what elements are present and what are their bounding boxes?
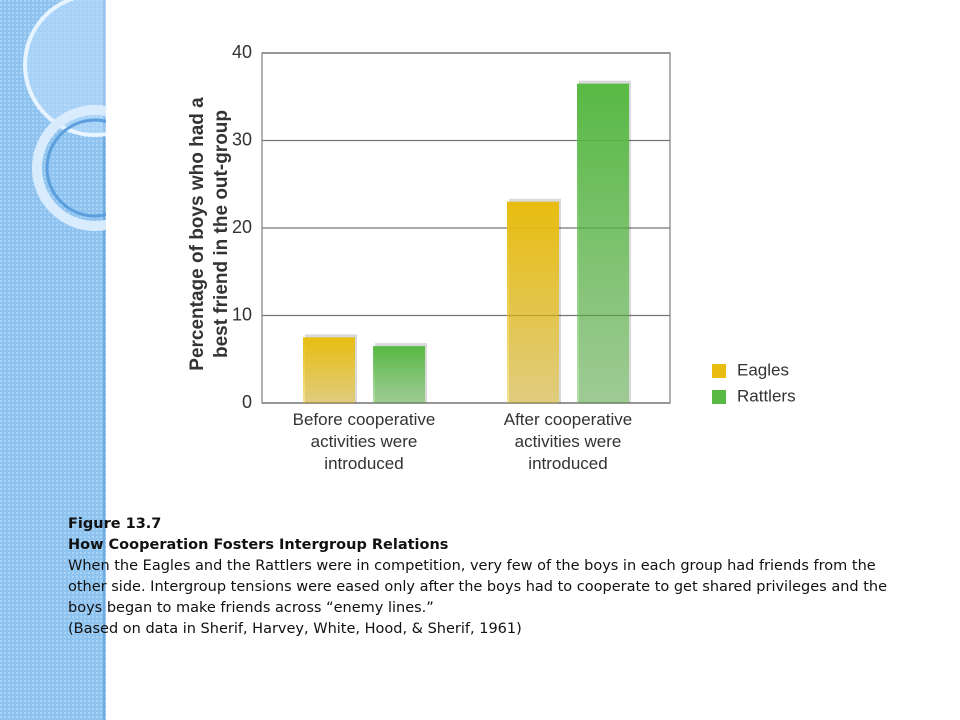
bar [577,83,629,403]
x-tick-label: After cooperative activities were introd… [503,410,633,473]
bar [373,346,425,403]
y-tick-label: 40 [232,42,252,62]
decoration [0,0,106,720]
figure-number: Figure 13.7 [68,516,162,532]
y-tick-label: 10 [232,304,252,324]
legend-swatch [712,390,726,404]
caption-source: (Based on data in Sherif, Harvey, White,… [68,621,522,637]
legend-label: Eagles [737,360,789,379]
caption-text: When the Eagles and the Rattlers were in… [68,558,888,616]
y-tick-label: 0 [242,392,252,412]
bar [303,337,355,403]
bar [507,201,559,403]
y-tick-label: 30 [232,129,252,149]
caption: Figure 13.7 How Cooperation Fosters Inte… [68,514,908,640]
legend-label: Rattlers [737,386,796,405]
chart: 0 10 20 30 40 Eagles Rattlers [232,42,796,412]
x-tick-label: Before cooperative activities were intro… [292,410,436,473]
legend-swatch [712,364,726,378]
y-axis-label: Percentage of boys who had a best friend… [187,97,232,371]
y-tick-label: 20 [232,217,252,237]
figure-title: How Cooperation Fosters Intergroup Relat… [68,537,449,553]
